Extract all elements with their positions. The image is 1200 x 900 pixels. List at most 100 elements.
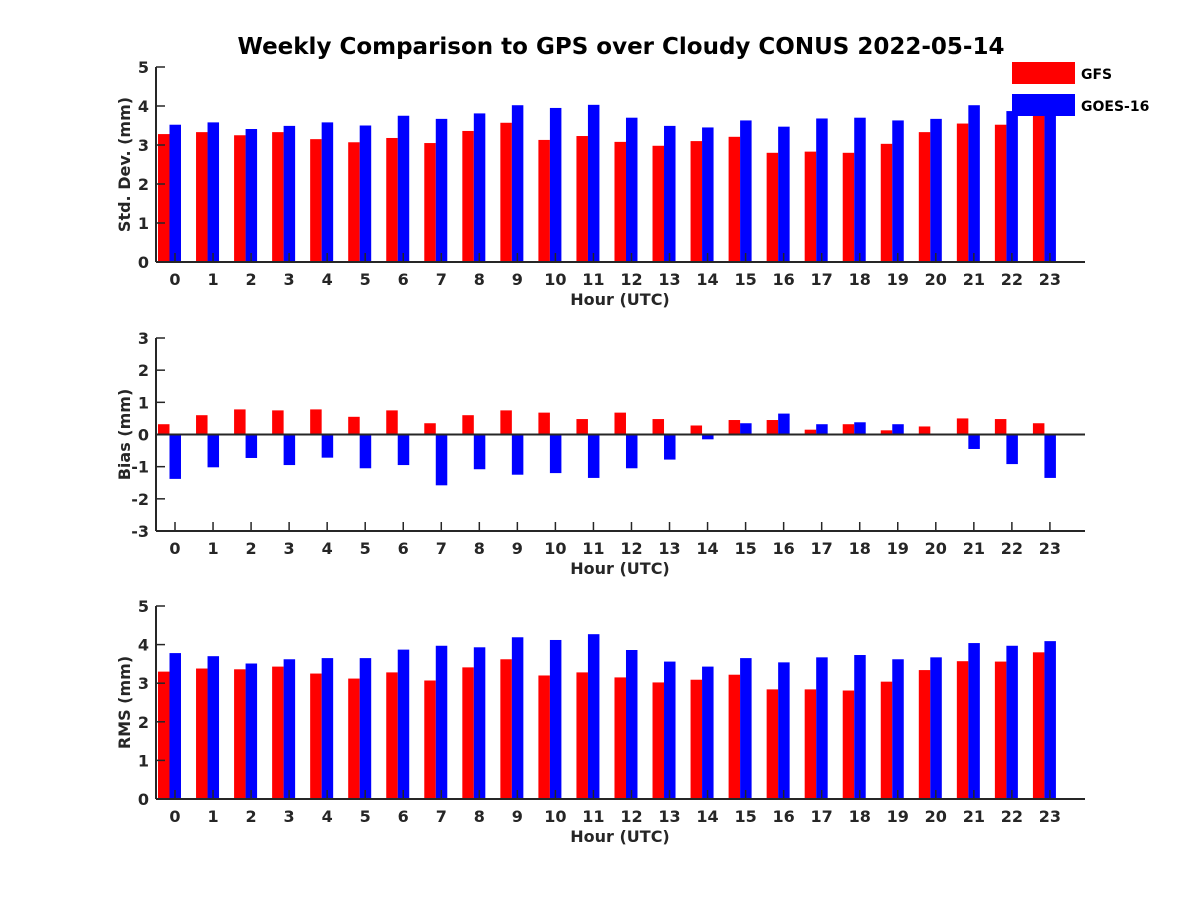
bar-goes-16-hour-11	[587, 434, 600, 478]
bar-gfs-hour-17	[804, 151, 817, 262]
bar-gfs-hour-10	[538, 139, 550, 262]
y-tick-label: 0	[138, 790, 149, 809]
bar-gfs-hour-17	[804, 429, 817, 435]
x-tick-label: 0	[169, 807, 180, 826]
bar-goes-16-hour-21	[968, 105, 980, 262]
x-tick-label: 23	[1039, 270, 1061, 289]
bar-gfs-hour-15	[728, 136, 741, 262]
bar-gfs-hour-18	[842, 424, 855, 435]
bar-goes-16-hour-14	[702, 434, 714, 440]
bar-goes-16-hour-1	[207, 122, 220, 262]
bar-gfs-hour-1	[196, 668, 208, 799]
x-axis-label: Hour (UTC)	[570, 559, 670, 578]
bar-gfs-hour-18	[842, 152, 855, 262]
bar-goes-16-hour-18	[854, 117, 866, 262]
x-tick-label: 12	[620, 270, 642, 289]
bar-gfs-hour-21	[956, 123, 969, 262]
bar-gfs-hour-3	[272, 666, 284, 799]
x-tick-label: 3	[284, 807, 295, 826]
bar-goes-16-hour-2	[245, 129, 258, 262]
bar-goes-16-hour-5	[359, 125, 372, 262]
x-tick-label: 6	[398, 539, 409, 558]
bar-goes-16-hour-23	[1044, 641, 1056, 799]
bar-gfs-hour-0	[158, 424, 170, 435]
legend-label-goes-16: GOES-16	[1081, 99, 1149, 115]
x-tick-label: 8	[474, 539, 485, 558]
bar-gfs-hour-22	[994, 661, 1007, 799]
x-tick-label: 11	[582, 539, 604, 558]
bar-gfs-hour-10	[538, 675, 550, 799]
x-tick-label: 10	[544, 539, 566, 558]
x-tick-label: 8	[474, 270, 485, 289]
x-tick-label: 18	[849, 539, 871, 558]
bar-goes-16-hour-10	[549, 107, 562, 262]
series-goes-16-bars	[169, 634, 1056, 799]
bar-goes-16-hour-16	[778, 662, 790, 799]
bar-goes-16-hour-14	[702, 127, 714, 262]
bar-gfs-hour-14	[690, 679, 703, 799]
bar-goes-16-hour-19	[892, 659, 904, 799]
x-tick-label: 10	[544, 807, 566, 826]
bar-gfs-hour-13	[652, 419, 665, 435]
bar-goes-16-hour-2	[245, 434, 258, 458]
bar-gfs-hour-0	[158, 134, 170, 262]
y-tick-label: 4	[138, 636, 149, 655]
bar-gfs-hour-5	[348, 678, 360, 799]
bar-gfs-hour-8	[462, 667, 474, 799]
x-tick-label: 2	[246, 807, 257, 826]
bar-gfs-hour-4	[310, 409, 322, 435]
y-tick-label: 3	[138, 136, 149, 155]
bar-goes-16-hour-0	[169, 124, 181, 262]
bar-gfs-hour-4	[310, 673, 322, 799]
bar-goes-16-hour-17	[816, 657, 828, 799]
bar-gfs-hour-16	[766, 152, 779, 262]
bar-goes-16-hour-13	[664, 434, 676, 460]
bar-gfs-hour-1	[196, 415, 208, 435]
bar-gfs-hour-23	[1032, 114, 1045, 262]
x-tick-label: 20	[925, 539, 947, 558]
bar-goes-16-hour-17	[816, 118, 828, 262]
x-tick-label: 18	[849, 270, 871, 289]
bar-gfs-hour-12	[614, 141, 626, 262]
bar-gfs-hour-19	[880, 681, 893, 799]
x-tick-label: 14	[696, 539, 718, 558]
bar-gfs-hour-7	[424, 680, 436, 799]
bar-gfs-hour-2	[234, 409, 246, 435]
bar-goes-16-hour-1	[207, 434, 220, 468]
x-tick-label: 6	[398, 807, 409, 826]
bar-goes-16-hour-15	[740, 120, 752, 263]
bar-gfs-hour-8	[462, 130, 474, 262]
x-tick-label: 18	[849, 807, 871, 826]
x-tick-label: 21	[963, 807, 985, 826]
bar-gfs-hour-12	[614, 677, 626, 799]
bar-goes-16-hour-0	[169, 653, 181, 799]
x-tick-label: 5	[360, 539, 371, 558]
x-tick-label: 17	[811, 539, 833, 558]
series-goes-16-bars	[169, 413, 1056, 486]
x-tick-label: 15	[734, 807, 756, 826]
bar-gfs-hour-21	[956, 418, 969, 435]
x-tick-label: 9	[512, 539, 523, 558]
bar-gfs-hour-22	[994, 124, 1007, 262]
y-tick-label: 2	[138, 361, 149, 380]
bar-goes-16-hour-22	[1006, 111, 1018, 262]
bar-goes-16-hour-19	[892, 424, 904, 435]
x-tick-label: 17	[811, 807, 833, 826]
bar-goes-16-hour-2	[245, 663, 258, 799]
bar-gfs-hour-11	[576, 672, 588, 799]
x-tick-label: 20	[925, 270, 947, 289]
x-tick-label: 19	[887, 539, 909, 558]
legend-label-gfs: GFS	[1081, 67, 1112, 83]
x-tick-label: 6	[398, 270, 409, 289]
bar-goes-16-hour-7	[435, 434, 448, 486]
bar-gfs-hour-13	[652, 145, 665, 262]
x-tick-label: 7	[436, 807, 447, 826]
bar-gfs-hour-14	[690, 141, 703, 262]
bar-goes-16-hour-20	[930, 657, 942, 799]
x-tick-label: 7	[436, 539, 447, 558]
bar-gfs-hour-18	[842, 690, 855, 799]
x-tick-label: 13	[658, 807, 680, 826]
